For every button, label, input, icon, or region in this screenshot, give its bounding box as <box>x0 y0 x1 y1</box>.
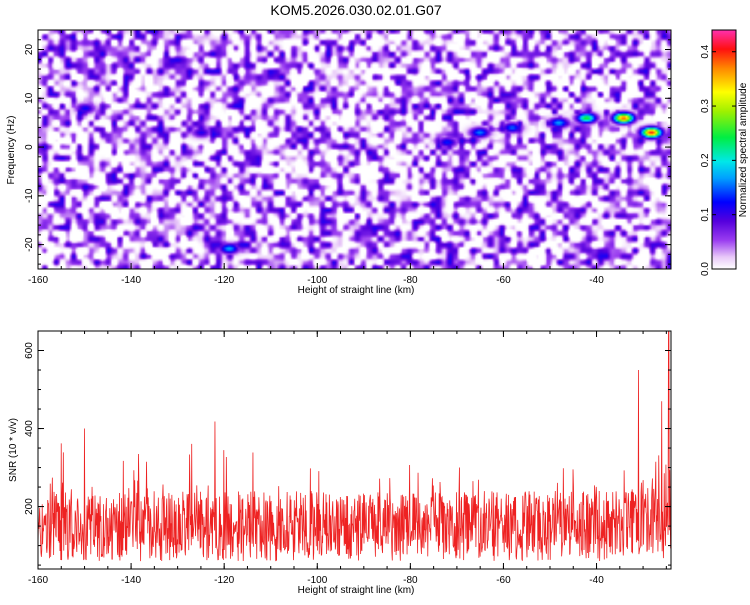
snr-x-label: Height of straight line (km) <box>298 585 415 596</box>
heatmap-y-tick-label: 20 <box>24 44 35 56</box>
colorbar: 0.0 0.1 0.2 0.3 0.4 Normalized spectral ampl… <box>700 29 749 276</box>
chart-title: KOM5.2026.030.02.01.G07 <box>270 2 441 18</box>
heatmap-y-label: Frequency (Hz) <box>6 116 17 185</box>
colorbar-gradient <box>711 29 737 270</box>
heatmap-x-tick-label: -60 <box>496 275 511 286</box>
heatmap-x-tick-label: -40 <box>589 275 604 286</box>
colorbar-tick-label: 0.3 <box>700 99 711 113</box>
colorbar-label: Normalized spectral amplitude <box>738 82 749 217</box>
snr-y-axis: 200 400 600 <box>24 330 671 566</box>
snr-x-tick-label: -140 <box>121 575 141 586</box>
snr-y-tick-label: 200 <box>24 498 35 515</box>
snr-series-line <box>38 331 671 562</box>
heatmap-x-axis: -160 -140 -120 -100 -80 -60 -40 <box>28 30 667 286</box>
heatmap-y-tick-label: -20 <box>24 237 35 252</box>
heatmap-x-tick-label: -80 <box>403 275 418 286</box>
heatmap-frame <box>37 29 672 270</box>
colorbar-tick-label: 0.1 <box>700 207 711 221</box>
heatmap-y-tick-label: 10 <box>24 92 35 104</box>
heatmap-y-axis: -20 -10 0 10 20 <box>24 29 671 265</box>
snr-y-tick-label: 400 <box>24 420 35 437</box>
snr-plot: -160 -140 -120 -100 -80 -60 -40 200 400 600 Heig… <box>8 330 672 596</box>
colorbar-tick-label: 0.4 <box>700 44 711 58</box>
heatmap-image <box>38 30 671 269</box>
snr-x-tick-label: -100 <box>307 575 327 586</box>
snr-y-label: SNR (10 * v/v) <box>8 418 19 482</box>
snr-y-tick-label: 600 <box>24 342 35 359</box>
heatmap-y-tick-label: -10 <box>24 188 35 203</box>
colorbar-tick-label: 0.0 <box>700 262 711 276</box>
colorbar-tick-label: 0.2 <box>700 153 711 167</box>
snr-x-tick-label: -80 <box>403 575 418 586</box>
heatmap-x-tick-label: -100 <box>307 275 327 286</box>
heatmap-x-label: Height of straight line (km) <box>298 285 415 296</box>
snr-x-axis: -160 -140 -120 -100 -80 -60 -40 <box>28 331 667 586</box>
heatmap-y-tick-label: 0 <box>24 144 35 150</box>
snr-x-tick-label: -160 <box>28 575 48 586</box>
heatmap-x-tick-label: -160 <box>28 275 48 286</box>
snr-x-tick-label: -40 <box>589 575 604 586</box>
colorbar-ticks: 0.0 0.1 0.2 0.3 0.4 <box>700 44 736 276</box>
heatmap-x-tick-label: -120 <box>214 275 234 286</box>
snr-frame <box>37 330 672 570</box>
snr-x-tick-label: -60 <box>496 575 511 586</box>
snr-x-tick-label: -120 <box>214 575 234 586</box>
heatmap-x-tick-label: -140 <box>121 275 141 286</box>
